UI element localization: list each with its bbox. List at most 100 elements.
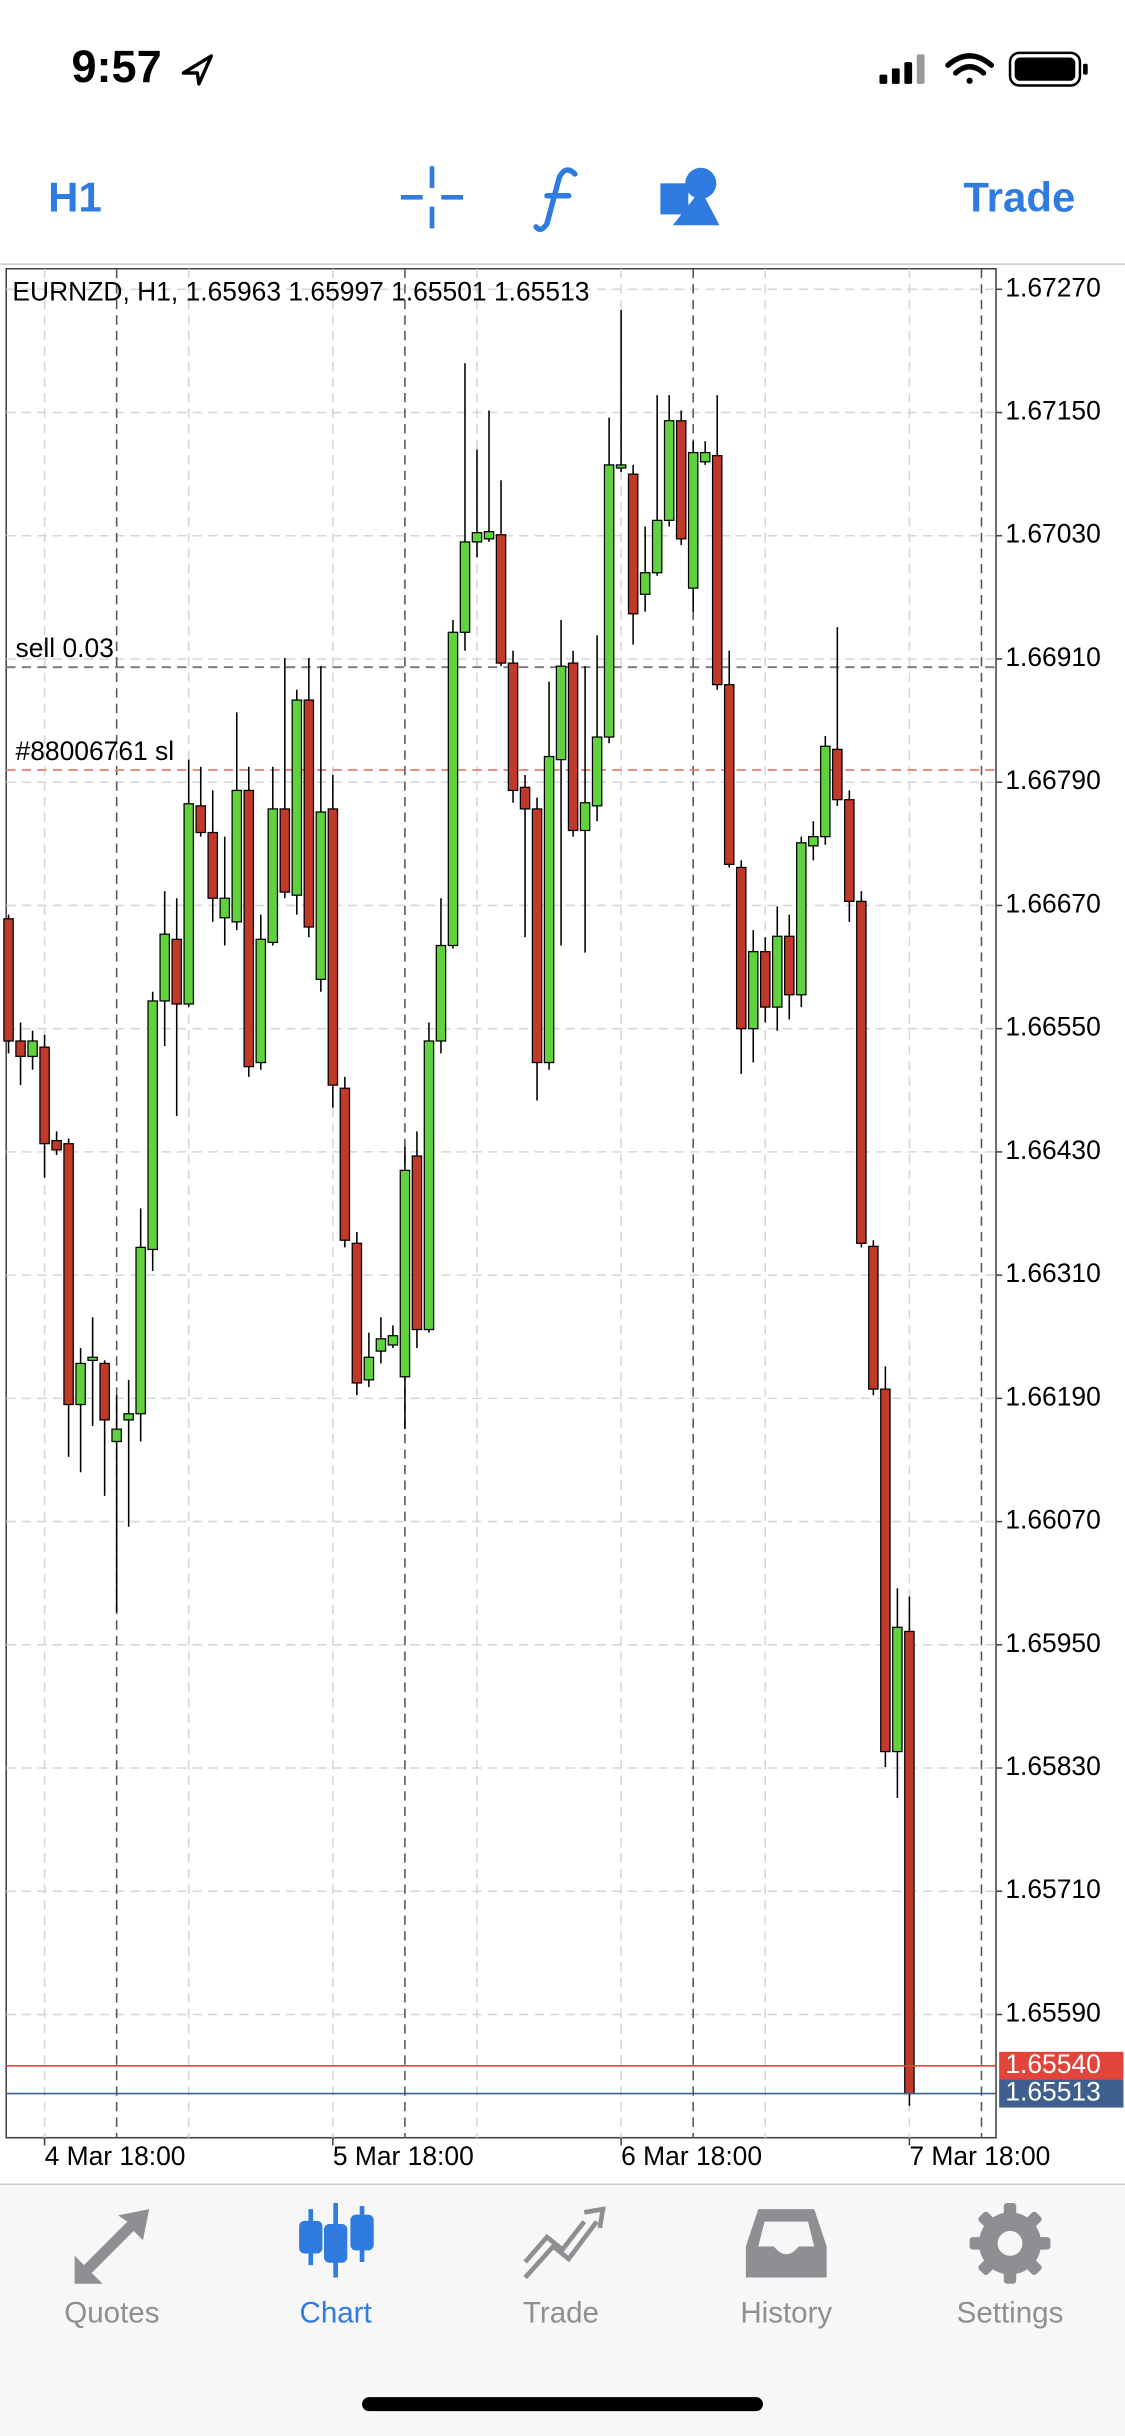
- history-icon[interactable]: [745, 2209, 827, 2278]
- candle-body: [868, 1245, 879, 1390]
- y-tick-label: 1.66910: [1005, 642, 1100, 672]
- chart: 1.67270 1.67150 1.67030 1.66910 1.66790 1.666…: [3, 268, 1124, 2171]
- tab-label[interactable]: History: [740, 2297, 832, 2330]
- tab-label[interactable]: Trade: [523, 2297, 599, 2330]
- candle-body: [627, 473, 639, 615]
- candle-body: [471, 532, 483, 543]
- candle-body: [339, 1087, 351, 1241]
- candle-body: [663, 420, 675, 521]
- candle-body: [603, 464, 615, 738]
- trade-tab-icon[interactable]: [523, 2206, 606, 2280]
- x-tick-label: 6 Mar 18:00: [621, 2141, 762, 2171]
- tab-bar: [0, 2184, 1125, 2436]
- price-tag: [999, 2051, 1124, 2080]
- tab-labels: Quotes Chart Trade History Settings: [64, 2297, 1063, 2330]
- candle-body: [363, 1356, 375, 1381]
- y-tick-label: 1.65710: [1005, 1874, 1100, 1904]
- candle-body: [519, 786, 531, 810]
- candle-body: [904, 1630, 915, 2095]
- candle-body: [447, 631, 459, 947]
- candle-body: [435, 944, 447, 1042]
- candle-body: [639, 572, 651, 595]
- candle-body: [699, 451, 711, 463]
- candle-body: [87, 1356, 98, 1361]
- candle-body: [423, 1040, 435, 1331]
- objects-button[interactable]: [660, 167, 720, 226]
- y-tick-label: 1.67150: [1005, 396, 1100, 426]
- candle-body: [123, 1413, 134, 1421]
- candle-body: [135, 1246, 146, 1415]
- signal-icon: [879, 54, 925, 84]
- candle-body: [303, 699, 315, 928]
- candle-body: [892, 1626, 903, 1753]
- candle-body: [687, 451, 699, 589]
- candle-body: [183, 803, 195, 1005]
- candle-body: [291, 699, 303, 896]
- tab-label[interactable]: Chart: [300, 2297, 372, 2330]
- candle-body: [171, 938, 182, 1005]
- chart-icon[interactable]: [299, 2202, 374, 2278]
- candle-body: [735, 866, 747, 1030]
- candle-body: [255, 938, 267, 1064]
- candle-body: [279, 808, 291, 893]
- candle-body: [3, 918, 14, 1042]
- level-label: sell 0.03: [16, 633, 114, 663]
- tab-label[interactable]: Quotes: [64, 2297, 159, 2330]
- location-icon: [181, 54, 214, 86]
- candle-body: [459, 541, 471, 633]
- candle-body: [387, 1335, 399, 1346]
- indicators-button[interactable]: [533, 167, 578, 233]
- y-tick-label: 1.66190: [1005, 1381, 1100, 1411]
- candle-body: [507, 662, 519, 792]
- candle-body: [351, 1242, 363, 1384]
- candle-body: [759, 951, 771, 1008]
- candle-body: [856, 900, 867, 1244]
- y-tick-label: 1.65830: [1005, 1751, 1100, 1781]
- candle-body: [195, 805, 207, 834]
- crosshair-button[interactable]: [400, 166, 464, 229]
- y-tick-label: 1.66790: [1005, 765, 1100, 795]
- candle-body: [591, 736, 603, 807]
- y-tick-label: 1.65950: [1005, 1628, 1100, 1658]
- x-tick-label: 5 Mar 18:00: [333, 2141, 474, 2171]
- status-time: 9:57: [71, 41, 161, 92]
- battery-icon: [1008, 51, 1088, 87]
- y-tick-label: 1.65590: [1005, 1997, 1100, 2027]
- candle-body: [399, 1169, 411, 1378]
- y-tick-label: 1.66070: [1005, 1505, 1100, 1535]
- candle-body: [531, 808, 543, 1064]
- price-tag: [999, 2079, 1124, 2108]
- candle-body: [723, 684, 735, 865]
- candle-body: [267, 808, 279, 944]
- candle-body: [231, 789, 243, 923]
- candle-body: [808, 836, 819, 847]
- candle-body: [219, 897, 231, 919]
- y-tick-label: 1.66310: [1005, 1258, 1100, 1288]
- candle-body: [651, 519, 663, 574]
- x-tick-label: 4 Mar 18:00: [45, 2141, 186, 2171]
- candle-body: [27, 1040, 38, 1058]
- y-tick-label: 1.66550: [1005, 1012, 1100, 1042]
- candle-body: [207, 831, 219, 899]
- candle-body: [880, 1388, 891, 1753]
- level-label: #88006761 sl: [16, 736, 175, 766]
- timeframe-button[interactable]: H1: [48, 173, 102, 220]
- settings-icon[interactable]: [969, 2202, 1051, 2284]
- candle-body: [844, 799, 855, 902]
- candle-body: [555, 665, 567, 761]
- price-tag-label: 1.65513: [1005, 2077, 1100, 2107]
- tab-label[interactable]: Settings: [957, 2297, 1064, 2330]
- price-tag-label: 1.65540: [1005, 2049, 1100, 2079]
- candle-body: [495, 534, 507, 664]
- candle-body: [99, 1362, 110, 1421]
- y-tick-label: 1.66670: [1005, 888, 1100, 918]
- candle-body: [771, 935, 783, 1008]
- candle-body: [615, 464, 627, 469]
- y-tick-label: 1.67270: [1005, 272, 1100, 302]
- y-tick-label: 1.66430: [1005, 1135, 1100, 1165]
- chart-header: EURNZD, H1, 1.65963 1.65997 1.65501 1.65…: [12, 277, 589, 307]
- candle-body: [411, 1155, 423, 1331]
- trade-button[interactable]: Trade: [963, 173, 1075, 220]
